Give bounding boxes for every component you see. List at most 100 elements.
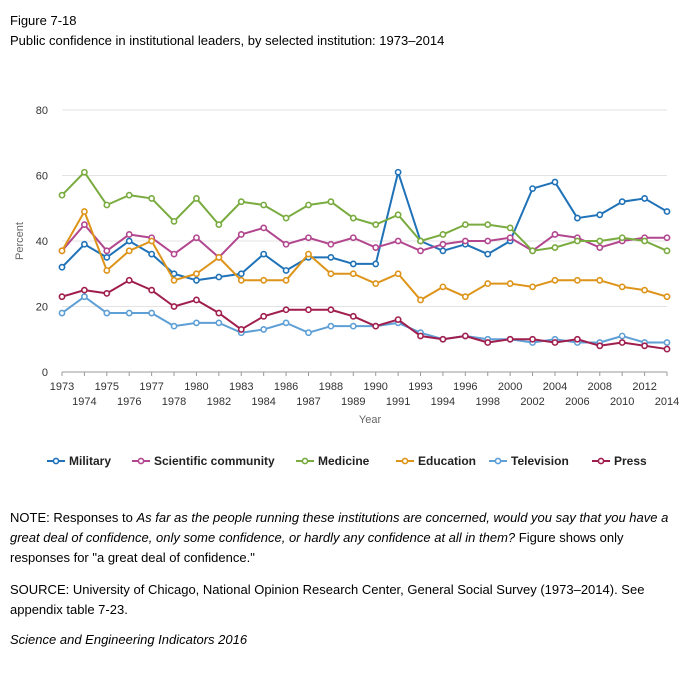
data-point bbox=[529, 185, 536, 192]
x-tick-label: 1989 bbox=[341, 396, 365, 408]
data-point bbox=[148, 237, 156, 245]
data-point bbox=[394, 237, 402, 245]
data-point bbox=[327, 322, 335, 330]
data-point bbox=[81, 168, 88, 176]
data-point bbox=[484, 221, 492, 229]
note-prefix: NOTE: Responses to bbox=[10, 510, 137, 525]
data-point bbox=[282, 276, 290, 284]
data-point bbox=[596, 244, 604, 251]
data-point bbox=[641, 237, 648, 245]
data-point bbox=[305, 201, 312, 209]
data-point bbox=[125, 237, 133, 245]
note-question: As far as the people running these insti… bbox=[10, 510, 669, 545]
series-line bbox=[61, 295, 667, 344]
data-point bbox=[439, 335, 447, 343]
x-tick-label: 1982 bbox=[207, 396, 231, 408]
x-tick-label: 2012 bbox=[632, 381, 656, 393]
legend-swatch-marker bbox=[137, 457, 145, 465]
figure-label: Figure 7-18 bbox=[10, 13, 77, 28]
data-point bbox=[237, 276, 245, 284]
x-tick-label: 1977 bbox=[139, 381, 163, 393]
data-point bbox=[551, 231, 559, 238]
data-point bbox=[282, 306, 290, 314]
data-point bbox=[81, 221, 88, 229]
legend-item: Press bbox=[592, 454, 647, 468]
data-point bbox=[282, 267, 290, 274]
data-point bbox=[349, 260, 357, 268]
x-tick-label: 1996 bbox=[453, 381, 477, 393]
data-point bbox=[58, 247, 66, 255]
x-tick-label: 1978 bbox=[162, 396, 186, 408]
data-point bbox=[170, 217, 178, 225]
data-point bbox=[305, 250, 312, 258]
y-axis-ticks: 0 20 40 60 80 bbox=[36, 105, 48, 379]
data-point bbox=[596, 211, 604, 219]
data-point bbox=[282, 214, 290, 222]
data-point bbox=[103, 201, 111, 209]
legend-item: Medicine bbox=[296, 454, 370, 468]
x-tick-label: 1988 bbox=[319, 381, 343, 393]
data-point bbox=[349, 312, 357, 320]
data-point bbox=[148, 250, 156, 258]
source-text: SOURCE: University of Chicago, National … bbox=[10, 582, 645, 617]
x-tick-label: 2004 bbox=[543, 381, 567, 393]
data-point bbox=[193, 270, 200, 278]
data-point bbox=[125, 276, 133, 284]
legend-item: Scientific community bbox=[132, 454, 275, 468]
legend-label: Television bbox=[511, 454, 569, 468]
data-point bbox=[439, 283, 447, 291]
data-point bbox=[484, 280, 492, 287]
data-point bbox=[260, 312, 268, 320]
legend-label: Education bbox=[418, 454, 476, 468]
data-point bbox=[215, 309, 223, 317]
data-point bbox=[125, 191, 133, 199]
data-point bbox=[103, 247, 111, 255]
data-point bbox=[81, 240, 88, 248]
x-tick-label: 1974 bbox=[72, 396, 96, 408]
data-point bbox=[551, 244, 559, 251]
data-point bbox=[618, 198, 626, 206]
data-point bbox=[103, 289, 111, 297]
credit-text: Science and Engineering Indicators 2016 bbox=[10, 632, 248, 647]
data-point bbox=[618, 332, 626, 340]
data-point bbox=[193, 195, 200, 202]
data-point bbox=[148, 309, 156, 317]
x-tick-label: 2000 bbox=[498, 381, 522, 393]
x-tick-label: 1987 bbox=[296, 396, 320, 408]
data-point bbox=[349, 214, 357, 222]
data-point bbox=[215, 273, 223, 281]
y-tick-label: 40 bbox=[36, 236, 48, 248]
series-line bbox=[61, 223, 667, 259]
data-point bbox=[260, 276, 268, 284]
data-point bbox=[215, 253, 223, 261]
legend-label: Press bbox=[614, 454, 647, 468]
data-point bbox=[573, 214, 581, 222]
data-point bbox=[170, 322, 178, 330]
legend-item: Television bbox=[489, 454, 569, 468]
data-point bbox=[618, 339, 626, 346]
data-point bbox=[372, 322, 380, 330]
data-point bbox=[417, 332, 424, 340]
data-point bbox=[596, 237, 604, 245]
legend-label: Military bbox=[69, 454, 111, 468]
data-point bbox=[551, 178, 559, 186]
data-point bbox=[260, 201, 268, 209]
x-tick-label: 1991 bbox=[386, 396, 410, 408]
data-point bbox=[663, 345, 671, 353]
data-point bbox=[215, 319, 223, 327]
data-point bbox=[461, 221, 469, 229]
series-line bbox=[61, 171, 668, 282]
legend-swatch-marker bbox=[597, 457, 605, 465]
legend-swatch-marker bbox=[52, 457, 60, 465]
data-point bbox=[417, 296, 424, 304]
data-point bbox=[148, 195, 156, 202]
data-point bbox=[58, 293, 66, 301]
data-point bbox=[237, 270, 245, 278]
data-point bbox=[372, 221, 380, 229]
x-tick-label: 2006 bbox=[565, 396, 589, 408]
data-point bbox=[193, 276, 200, 284]
x-tick-label: 1973 bbox=[50, 381, 74, 393]
data-point bbox=[372, 244, 380, 251]
gridlines bbox=[62, 109, 667, 307]
